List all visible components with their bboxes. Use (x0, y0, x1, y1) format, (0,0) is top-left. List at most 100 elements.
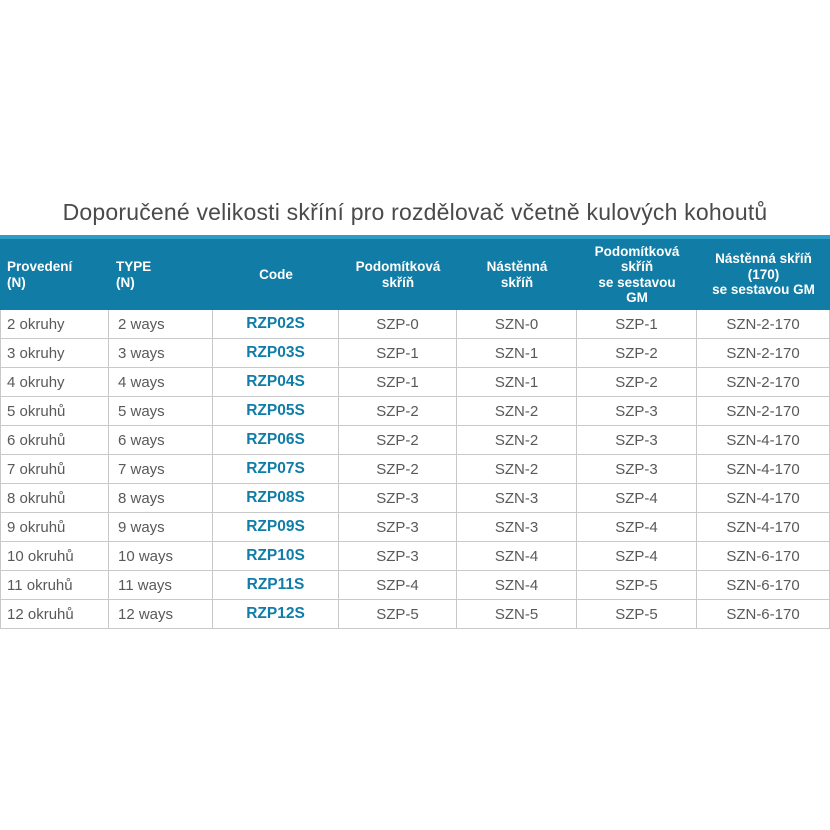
cell-podomitkova: SZP-4 (339, 571, 457, 600)
table-row: 12 okruhů 12 ways RZP12S SZP-5 SZN-5 SZP… (0, 600, 830, 629)
table-row: 4 okruhy 4 ways RZP04S SZP-1 SZN-1 SZP-2… (0, 368, 830, 397)
column-header-line: Code (259, 266, 293, 282)
cell-nastenna-gm: SZN-2-170 (697, 368, 830, 397)
cell-code: RZP05S (213, 397, 339, 426)
column-header-line: Nástěnná (486, 259, 548, 274)
cell-type: 12 ways (109, 600, 213, 629)
table-row: 9 okruhů 9 ways RZP09S SZP-3 SZN-3 SZP-4… (0, 513, 830, 542)
cell-nastenna-gm: SZN-4-170 (697, 455, 830, 484)
column-header-line: Podomítková (594, 243, 680, 259)
cell-code: RZP11S (213, 571, 339, 600)
cell-code: RZP04S (213, 368, 339, 397)
cell-nastenna: SZN-0 (457, 310, 577, 339)
cell-nastenna-gm: SZN-2-170 (697, 310, 830, 339)
cell-provedeni: 4 okruhy (0, 368, 109, 397)
cell-podomitkova: SZP-0 (339, 310, 457, 339)
cell-nastenna: SZN-3 (457, 513, 577, 542)
cell-nastenna-gm: SZN-6-170 (697, 571, 830, 600)
column-header-line: (170) (747, 266, 780, 282)
cell-podomitkova-gm: SZP-2 (577, 339, 697, 368)
column-header-line: TYPE (116, 259, 152, 274)
cell-provedeni: 9 okruhů (0, 513, 109, 542)
column-header-line: skříň (620, 259, 654, 274)
cell-podomitkova-gm: SZP-4 (577, 484, 697, 513)
cell-provedeni: 5 okruhů (0, 397, 109, 426)
cell-podomitkova-gm: SZP-1 (577, 310, 697, 339)
cell-code: RZP03S (213, 339, 339, 368)
cell-type: 11 ways (109, 571, 213, 600)
page-title: Doporučené velikosti skříní pro rozdělov… (62, 199, 768, 225)
cell-code: RZP02S (213, 310, 339, 339)
cell-provedeni: 8 okruhů (0, 484, 109, 513)
cell-podomitkova: SZP-3 (339, 542, 457, 571)
column-header-line: (N) (116, 274, 135, 290)
table-row: 3 okruhy 3 ways RZP03S SZP-1 SZN-1 SZP-2… (0, 339, 830, 368)
column-header-nastenna-skrin-170-gm: Nástěnná skříň (170) se sestavou GM (697, 239, 830, 310)
column-header-line: se sestavou GM (712, 282, 815, 298)
cell-provedeni: 7 okruhů (0, 455, 109, 484)
cell-nastenna: SZN-1 (457, 339, 577, 368)
cell-type: 7 ways (109, 455, 213, 484)
cell-nastenna-gm: SZN-4-170 (697, 484, 830, 513)
cell-nastenna: SZN-2 (457, 426, 577, 455)
cell-nastenna-gm: SZN-4-170 (697, 513, 830, 542)
cell-nastenna-gm: SZN-2-170 (697, 397, 830, 426)
cell-type: 10 ways (109, 542, 213, 571)
cell-podomitkova: SZP-1 (339, 339, 457, 368)
table-body: 2 okruhy 2 ways RZP02S SZP-0 SZN-0 SZP-1… (0, 310, 830, 629)
column-header-line: Nástěnná skříň (715, 251, 812, 267)
cell-podomitkova: SZP-2 (339, 397, 457, 426)
cell-type: 9 ways (109, 513, 213, 542)
cell-podomitkova-gm: SZP-2 (577, 368, 697, 397)
cell-nastenna-gm: SZN-6-170 (697, 600, 830, 629)
cell-podomitkova: SZP-2 (339, 426, 457, 455)
cell-type: 4 ways (109, 368, 213, 397)
cell-code: RZP10S (213, 542, 339, 571)
cell-type: 5 ways (109, 397, 213, 426)
cell-type: 2 ways (109, 310, 213, 339)
cell-nastenna: SZN-2 (457, 455, 577, 484)
cell-podomitkova-gm: SZP-3 (577, 426, 697, 455)
cell-provedeni: 12 okruhů (0, 600, 109, 629)
cell-podomitkova-gm: SZP-5 (577, 600, 697, 629)
column-header-line: Podomítková (355, 259, 441, 274)
cell-provedeni: 6 okruhů (0, 426, 109, 455)
column-header-line: GM (626, 290, 648, 305)
cell-nastenna-gm: SZN-2-170 (697, 339, 830, 368)
cell-podomitkova: SZP-1 (339, 368, 457, 397)
product-size-table: Provedení (N) TYPE (N) Code Podomítková … (0, 235, 830, 629)
column-header-line: se sestavou (598, 274, 676, 290)
cell-podomitkova-gm: SZP-4 (577, 542, 697, 571)
cell-nastenna: SZN-3 (457, 484, 577, 513)
cell-code: RZP09S (213, 513, 339, 542)
column-header-podomitkova-skrin-gm: Podomítková skříň se sestavou GM (577, 239, 697, 310)
cell-code: RZP07S (213, 455, 339, 484)
column-header-line: Provedení (7, 259, 73, 274)
cell-provedeni: 11 okruhů (0, 571, 109, 600)
table-row: 6 okruhů 6 ways RZP06S SZP-2 SZN-2 SZP-3… (0, 426, 830, 455)
column-header-line: skříň (381, 274, 415, 290)
cell-type: 3 ways (109, 339, 213, 368)
column-header-line: skříň (500, 274, 534, 290)
column-header-code: Code (213, 239, 339, 310)
cell-nastenna: SZN-4 (457, 571, 577, 600)
table-row: 2 okruhy 2 ways RZP02S SZP-0 SZN-0 SZP-1… (0, 310, 830, 339)
table-header-row: Provedení (N) TYPE (N) Code Podomítková … (0, 235, 830, 310)
column-header-provedeni: Provedení (N) (0, 239, 109, 310)
table-row: 7 okruhů 7 ways RZP07S SZP-2 SZN-2 SZP-3… (0, 455, 830, 484)
column-header-line: (N) (7, 274, 26, 290)
cell-podomitkova: SZP-3 (339, 484, 457, 513)
cell-nastenna: SZN-4 (457, 542, 577, 571)
cell-podomitkova: SZP-3 (339, 513, 457, 542)
cell-provedeni: 2 okruhy (0, 310, 109, 339)
cell-type: 6 ways (109, 426, 213, 455)
cell-code: RZP12S (213, 600, 339, 629)
cell-type: 8 ways (109, 484, 213, 513)
cell-nastenna-gm: SZN-6-170 (697, 542, 830, 571)
cell-code: RZP08S (213, 484, 339, 513)
cell-podomitkova-gm: SZP-3 (577, 455, 697, 484)
cell-provedeni: 10 okruhů (0, 542, 109, 571)
cell-podomitkova-gm: SZP-5 (577, 571, 697, 600)
cell-nastenna: SZN-2 (457, 397, 577, 426)
